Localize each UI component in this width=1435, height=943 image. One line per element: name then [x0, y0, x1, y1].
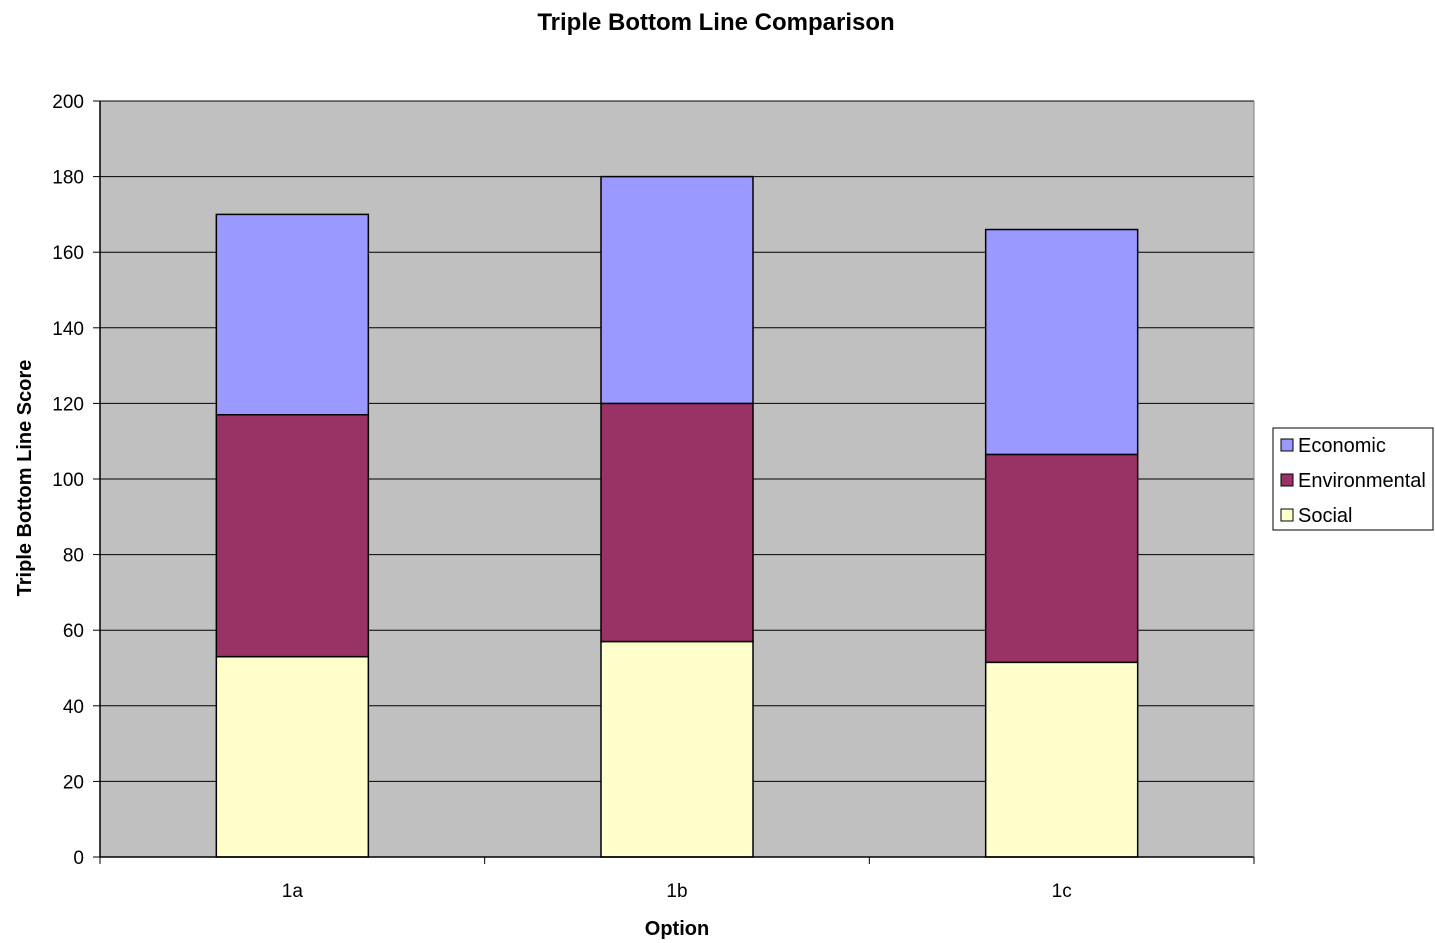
legend-box [1272, 427, 1434, 531]
bar-segment-economic-1c [984, 228, 1139, 456]
legend-label-social: Social [1298, 505, 1352, 527]
legend: Economic Environmental Social [1272, 427, 1434, 531]
y-tick-label: 100 [52, 470, 84, 491]
y-tick-label: 200 [52, 92, 84, 113]
bar-segment-social-1a [215, 655, 370, 858]
bar-segment-economic-1a [215, 213, 370, 416]
legend-label-environmental: Environmental [1298, 470, 1426, 492]
bar-segment-social-1b [600, 640, 754, 858]
bar-segment-environmental-1a [215, 413, 370, 658]
bar-segment-economic-1b [600, 175, 754, 405]
x-tick-label: 1a [282, 881, 304, 902]
x-tick-label: 1c [1052, 881, 1072, 902]
y-tick-label: 40 [63, 697, 84, 718]
bar-segment-social-1c [984, 661, 1139, 858]
y-tick-label: 80 [63, 546, 84, 567]
y-tick-label: 140 [52, 319, 84, 340]
y-axis-title: Triple Bottom Line Score [14, 360, 36, 597]
bar-segment-environmental-1b [600, 402, 754, 643]
legend-swatch-economic [1280, 438, 1294, 452]
legend-swatch-environmental [1280, 473, 1294, 487]
y-tick-label: 0 [73, 848, 84, 869]
bar-segment-environmental-1c [984, 453, 1139, 664]
x-axis-ticks: 1a 1b 1c [99, 857, 1255, 902]
y-tick-label: 120 [52, 394, 84, 415]
y-axis-ticks: 0 20 40 60 80 100 120 140 160 180 200 [52, 92, 100, 869]
x-axis-title: Option [645, 918, 709, 940]
y-tick-label: 160 [52, 243, 84, 264]
y-tick-label: 20 [63, 772, 84, 793]
legend-label-economic: Economic [1298, 435, 1386, 457]
y-tick-label: 180 [52, 168, 84, 189]
y-tick-label: 60 [63, 621, 84, 642]
chart-title: Triple Bottom Line Comparison [537, 9, 894, 36]
x-tick-label: 1b [666, 881, 687, 902]
bars [215, 175, 1139, 858]
legend-swatch-social [1280, 508, 1294, 522]
